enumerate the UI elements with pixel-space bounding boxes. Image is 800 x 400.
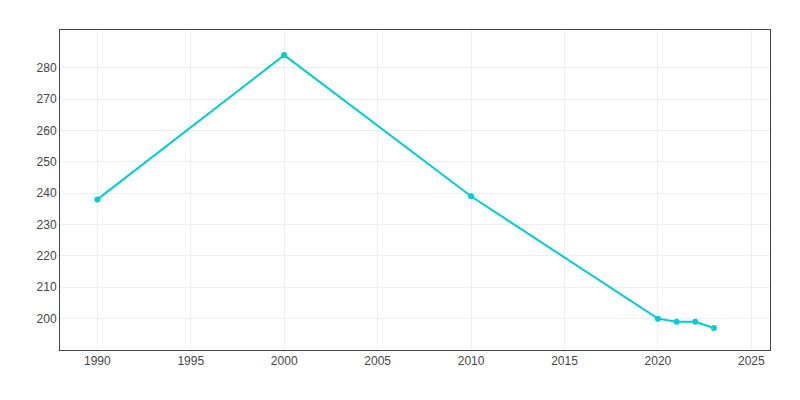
svg-text:2000: 2000 <box>271 354 298 368</box>
svg-text:220: 220 <box>37 249 57 263</box>
svg-text:210: 210 <box>37 280 57 294</box>
svg-text:2015: 2015 <box>551 354 578 368</box>
svg-text:2010: 2010 <box>458 354 485 368</box>
svg-text:1990: 1990 <box>84 354 111 368</box>
svg-text:230: 230 <box>37 218 57 232</box>
svg-text:260: 260 <box>37 124 57 138</box>
svg-text:200: 200 <box>37 312 57 326</box>
svg-text:280: 280 <box>37 61 57 75</box>
svg-text:1995: 1995 <box>177 354 204 368</box>
svg-text:250: 250 <box>37 155 57 169</box>
svg-text:2005: 2005 <box>364 354 391 368</box>
svg-text:240: 240 <box>37 186 57 200</box>
svg-text:270: 270 <box>37 92 57 106</box>
svg-text:2020: 2020 <box>645 354 672 368</box>
svg-text:2025: 2025 <box>738 354 765 368</box>
